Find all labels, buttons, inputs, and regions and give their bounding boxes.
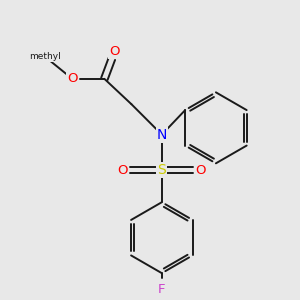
Text: S: S <box>158 163 166 177</box>
Text: O: O <box>109 45 120 58</box>
Text: O: O <box>195 164 206 177</box>
Text: methyl: methyl <box>29 52 61 62</box>
Text: N: N <box>157 128 167 142</box>
Text: O: O <box>118 164 128 177</box>
Text: O: O <box>67 72 77 85</box>
Text: F: F <box>158 283 166 296</box>
